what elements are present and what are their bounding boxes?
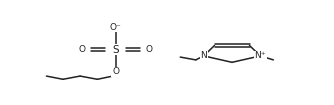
Text: O⁻: O⁻ (110, 23, 121, 32)
Text: O: O (112, 67, 119, 76)
Text: O: O (78, 45, 86, 54)
Text: O: O (146, 45, 153, 54)
Text: N⁺: N⁺ (255, 51, 266, 60)
Text: S: S (112, 45, 119, 55)
Text: N: N (200, 51, 207, 60)
